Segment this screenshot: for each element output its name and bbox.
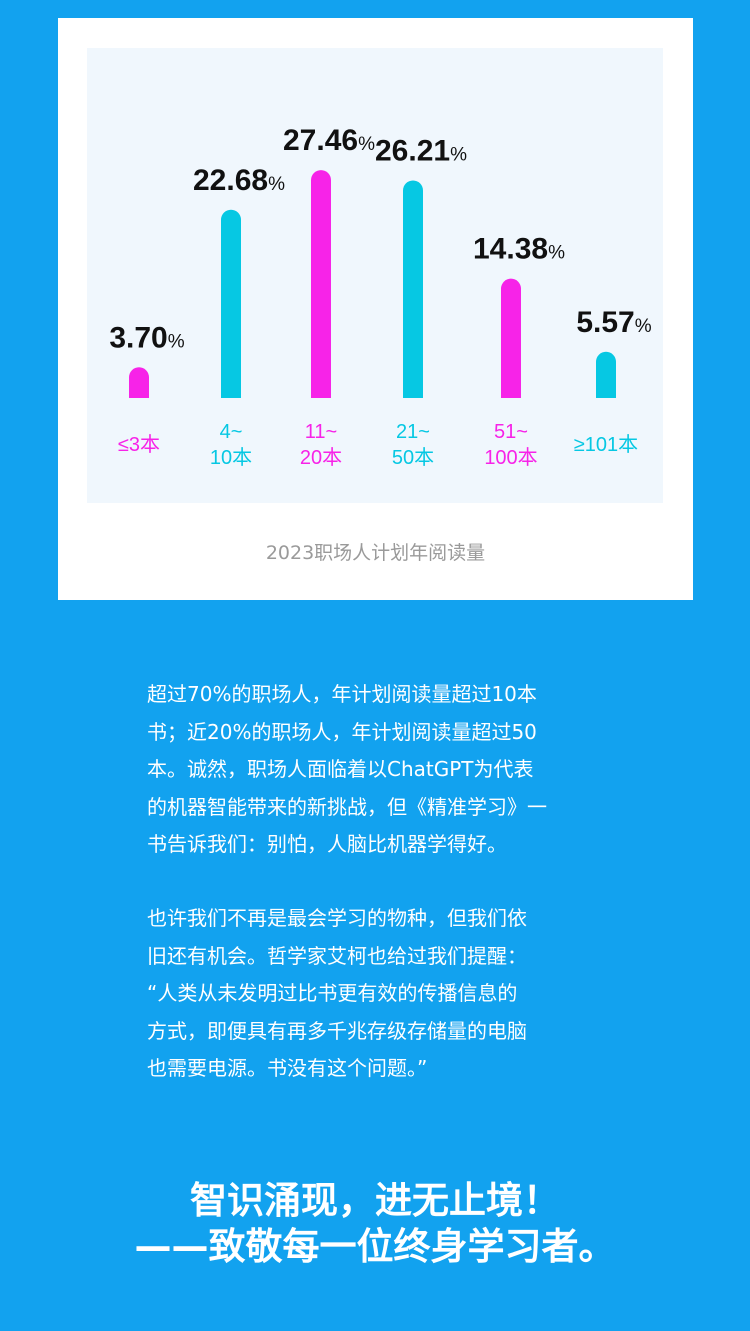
- bar: [403, 180, 423, 398]
- data-label: 22.68%: [193, 164, 285, 197]
- text-line: 方式，即便具有再多千兆存级存储量的电脑: [147, 1018, 527, 1043]
- category-label: ≥101本: [574, 433, 638, 456]
- paragraph-2: 也许我们不再是最会学习的物种，但我们依 旧还有机会。哲学家艾柯也给过我们提醒： …: [147, 900, 617, 1088]
- text-line: “人类从未发明过比书更有效的传播信息的: [147, 981, 518, 1005]
- category-label: 51~: [494, 421, 528, 443]
- data-label: 3.70%: [109, 321, 184, 354]
- category-label: 100本: [484, 446, 537, 469]
- bar: [221, 209, 241, 398]
- category-label: 50本: [392, 446, 434, 469]
- headline: 智识涌现，进无止境！ ——致敬每一位终身学习者。: [0, 1178, 750, 1270]
- data-label: 5.57%: [576, 306, 651, 339]
- chart-title: 2023职场人计划年阅读量: [265, 542, 486, 564]
- text-line: 超过70%的职场人，年计划阅读量超过10本: [147, 682, 537, 706]
- headline-line-2: ——致敬每一位终身学习者。: [134, 1225, 616, 1268]
- text-line: 的机器智能带来的新挑战，但《精准学习》一: [147, 794, 547, 819]
- chart-card: 3.70% ≤3本 22.68% 4~ 10本 27.46% 11~ 20本 26.21% 21~…: [58, 18, 693, 600]
- text-line: 书；近20%的职场人，年计划阅读量超过50: [147, 719, 537, 744]
- data-label: 14.38%: [473, 233, 565, 266]
- headline-line-1: 智识涌现，进无止境！: [190, 1179, 560, 1222]
- bar: [129, 367, 149, 398]
- paragraph-1: 超过70%的职场人，年计划阅读量超过10本 书；近20%的职场人，年计划阅读量超…: [147, 676, 617, 864]
- category-label: 21~: [396, 421, 430, 443]
- data-label: 26.21%: [375, 134, 467, 167]
- text-line: 也许我们不再是最会学习的物种，但我们依: [147, 906, 527, 930]
- category-label: ≤3本: [118, 433, 160, 456]
- text-line: 本。诚然，职场人面临着以ChatGPT为代表: [147, 757, 534, 781]
- data-label: 27.46%: [283, 124, 375, 157]
- text-line: 书告诉我们：别怕，人脑比机器学得好。: [147, 832, 507, 856]
- category-label: 11~: [305, 421, 337, 443]
- bar-chart: 3.70% ≤3本 22.68% 4~ 10本 27.46% 11~ 20本 26.21% 21~…: [109, 124, 651, 469]
- category-label: 10本: [210, 446, 252, 469]
- text-line: 旧还有机会。哲学家艾柯也给过我们提醒：: [147, 943, 527, 968]
- chart-panel: [87, 48, 663, 503]
- text-line: 也需要电源。书没有这个问题。”: [147, 1056, 428, 1080]
- bar: [596, 351, 616, 398]
- category-label: 20本: [300, 446, 342, 469]
- category-label: 4~: [220, 421, 243, 443]
- bar: [501, 278, 521, 398]
- bar: [311, 170, 331, 398]
